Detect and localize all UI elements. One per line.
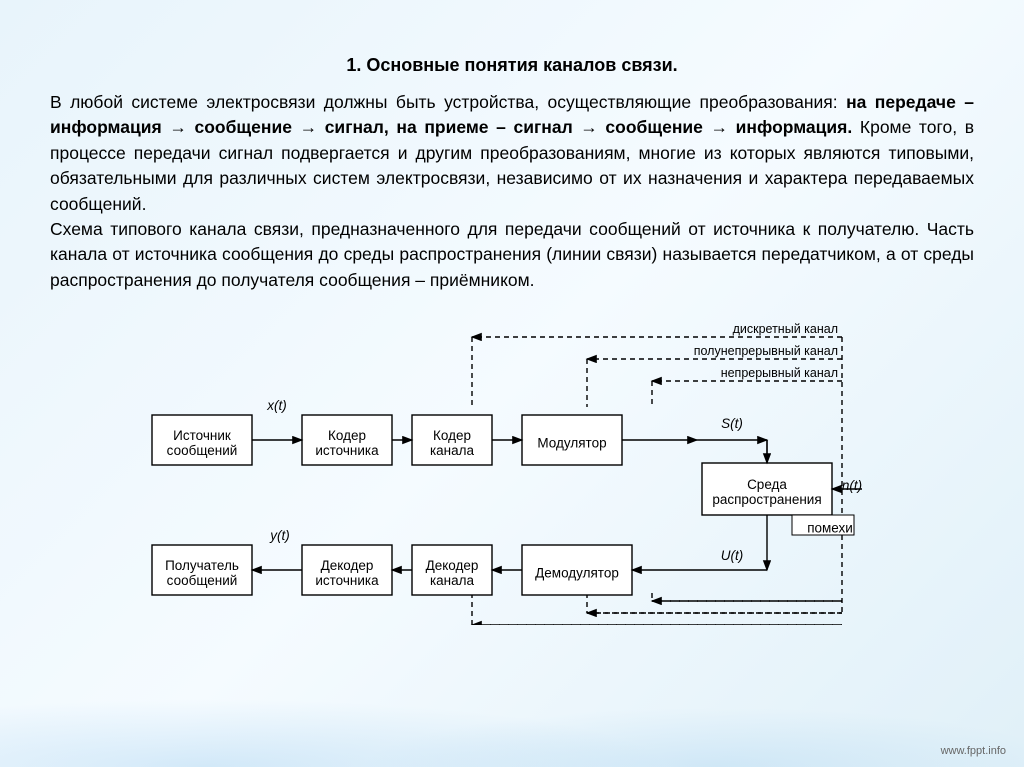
svg-text:Демодулятор: Демодулятор	[535, 566, 619, 581]
channel-diagram: дискретный канал полунепрерывный канал неп…	[142, 315, 882, 625]
svg-text:распространения: распространения	[712, 492, 821, 507]
svg-text:непрерывный канал: непрерывный канал	[721, 366, 838, 380]
svg-text:Декодер: Декодер	[321, 558, 374, 573]
diagram-container: дискретный канал полунепрерывный канал неп…	[142, 315, 882, 625]
svg-text:U(t): U(t)	[721, 548, 744, 563]
paragraph-1: В любой системе электросвязи должны быть…	[50, 90, 974, 217]
svg-text:x(t): x(t)	[266, 398, 287, 413]
svg-text:источника: источника	[315, 573, 379, 588]
svg-text:Кодер: Кодер	[328, 428, 366, 443]
svg-text:канала: канала	[430, 443, 475, 458]
background-decoration	[0, 647, 1024, 767]
svg-text:сообщений: сообщений	[167, 443, 238, 458]
paragraph-2: Схема типового канала связи, предназначе…	[50, 217, 974, 293]
footer-link: www.fppt.info	[941, 745, 1006, 757]
svg-text:дискретный канал: дискретный канал	[733, 322, 838, 336]
svg-text:Среда: Среда	[747, 477, 787, 492]
svg-text:n(t): n(t)	[842, 478, 862, 493]
page-title: 1. Основные понятия каналов связи.	[50, 55, 974, 76]
svg-text:источника: источника	[315, 443, 379, 458]
svg-text:сообщений: сообщений	[167, 573, 238, 588]
svg-text:Модулятор: Модулятор	[537, 436, 606, 451]
svg-text:помехи: помехи	[807, 521, 853, 536]
svg-text:y(t): y(t)	[269, 528, 290, 543]
svg-text:Декодер: Декодер	[426, 558, 479, 573]
svg-text:канала: канала	[430, 573, 475, 588]
svg-text:полунепрерывный канал: полунепрерывный канал	[694, 344, 838, 358]
svg-text:Источник: Источник	[173, 428, 231, 443]
svg-text:Кодер: Кодер	[433, 428, 471, 443]
svg-text:Получатель: Получатель	[165, 558, 239, 573]
p1-pre: В любой системе электросвязи должны быть…	[50, 92, 846, 112]
svg-text:S(t): S(t)	[721, 416, 743, 431]
content-area: 1. Основные понятия каналов связи. В люб…	[0, 0, 1024, 625]
